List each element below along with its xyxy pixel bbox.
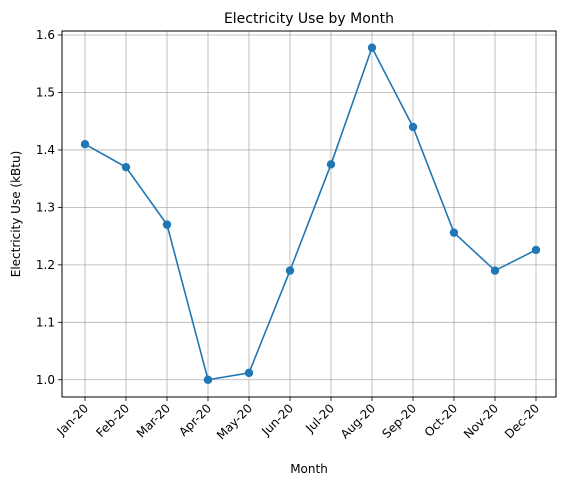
- x-tick-label: Jul-20: [302, 401, 337, 436]
- x-tick-label: Jan-20: [54, 401, 92, 439]
- y-axis: 1.0 1.1 1.2 1.3 1.4 1.5 1.6: [36, 28, 62, 387]
- data-point: [326, 160, 336, 169]
- x-tick-label: Aug-20: [338, 401, 378, 441]
- data-point: [449, 228, 459, 237]
- x-tick-label: Dec-20: [502, 401, 542, 441]
- data-point: [162, 220, 172, 229]
- series-line: [84, 45, 537, 381]
- data-point: [80, 139, 90, 149]
- y-axis-title: Electricity Use (kBtu): [9, 151, 23, 278]
- y-tick-label: 1.3: [36, 200, 55, 214]
- y-tick-label: 1.2: [36, 258, 55, 272]
- x-tick-label: Mar-20: [134, 401, 173, 440]
- data-point: [244, 368, 254, 378]
- data-point: [490, 266, 500, 275]
- x-tick-label: Oct-20: [422, 401, 460, 439]
- x-axis-title: Month: [290, 462, 328, 476]
- x-tick-label: May-20: [214, 401, 255, 442]
- x-axis: Jan-20 Feb-20 Mar-20 Apr-20 May-20 Jun-20 Jul-…: [54, 397, 542, 442]
- x-tick-label: Feb-20: [93, 401, 132, 440]
- x-tick-label: Apr-20: [176, 401, 214, 439]
- data-point: [408, 122, 418, 132]
- y-tick-label: 1.1: [36, 315, 55, 329]
- data-point: [203, 375, 213, 384]
- plot-frame: [61, 30, 557, 398]
- series-group: [80, 43, 541, 384]
- x-tick-label: Nov-20: [461, 401, 501, 441]
- y-tick-label: 1.5: [36, 85, 55, 99]
- data-point: [121, 162, 131, 172]
- x-tick-label: Sep-20: [379, 401, 419, 441]
- data-point: [367, 43, 377, 52]
- y-tick-label: 1.4: [36, 143, 55, 157]
- data-point: [531, 245, 541, 255]
- grid-lines: [62, 31, 556, 397]
- data-point: [285, 266, 295, 275]
- y-tick-label: 1.0: [36, 373, 55, 387]
- x-tick-label: Jun-20: [258, 401, 296, 439]
- y-tick-label: 1.6: [36, 28, 55, 42]
- chart-title: Electricity Use by Month: [224, 11, 394, 27]
